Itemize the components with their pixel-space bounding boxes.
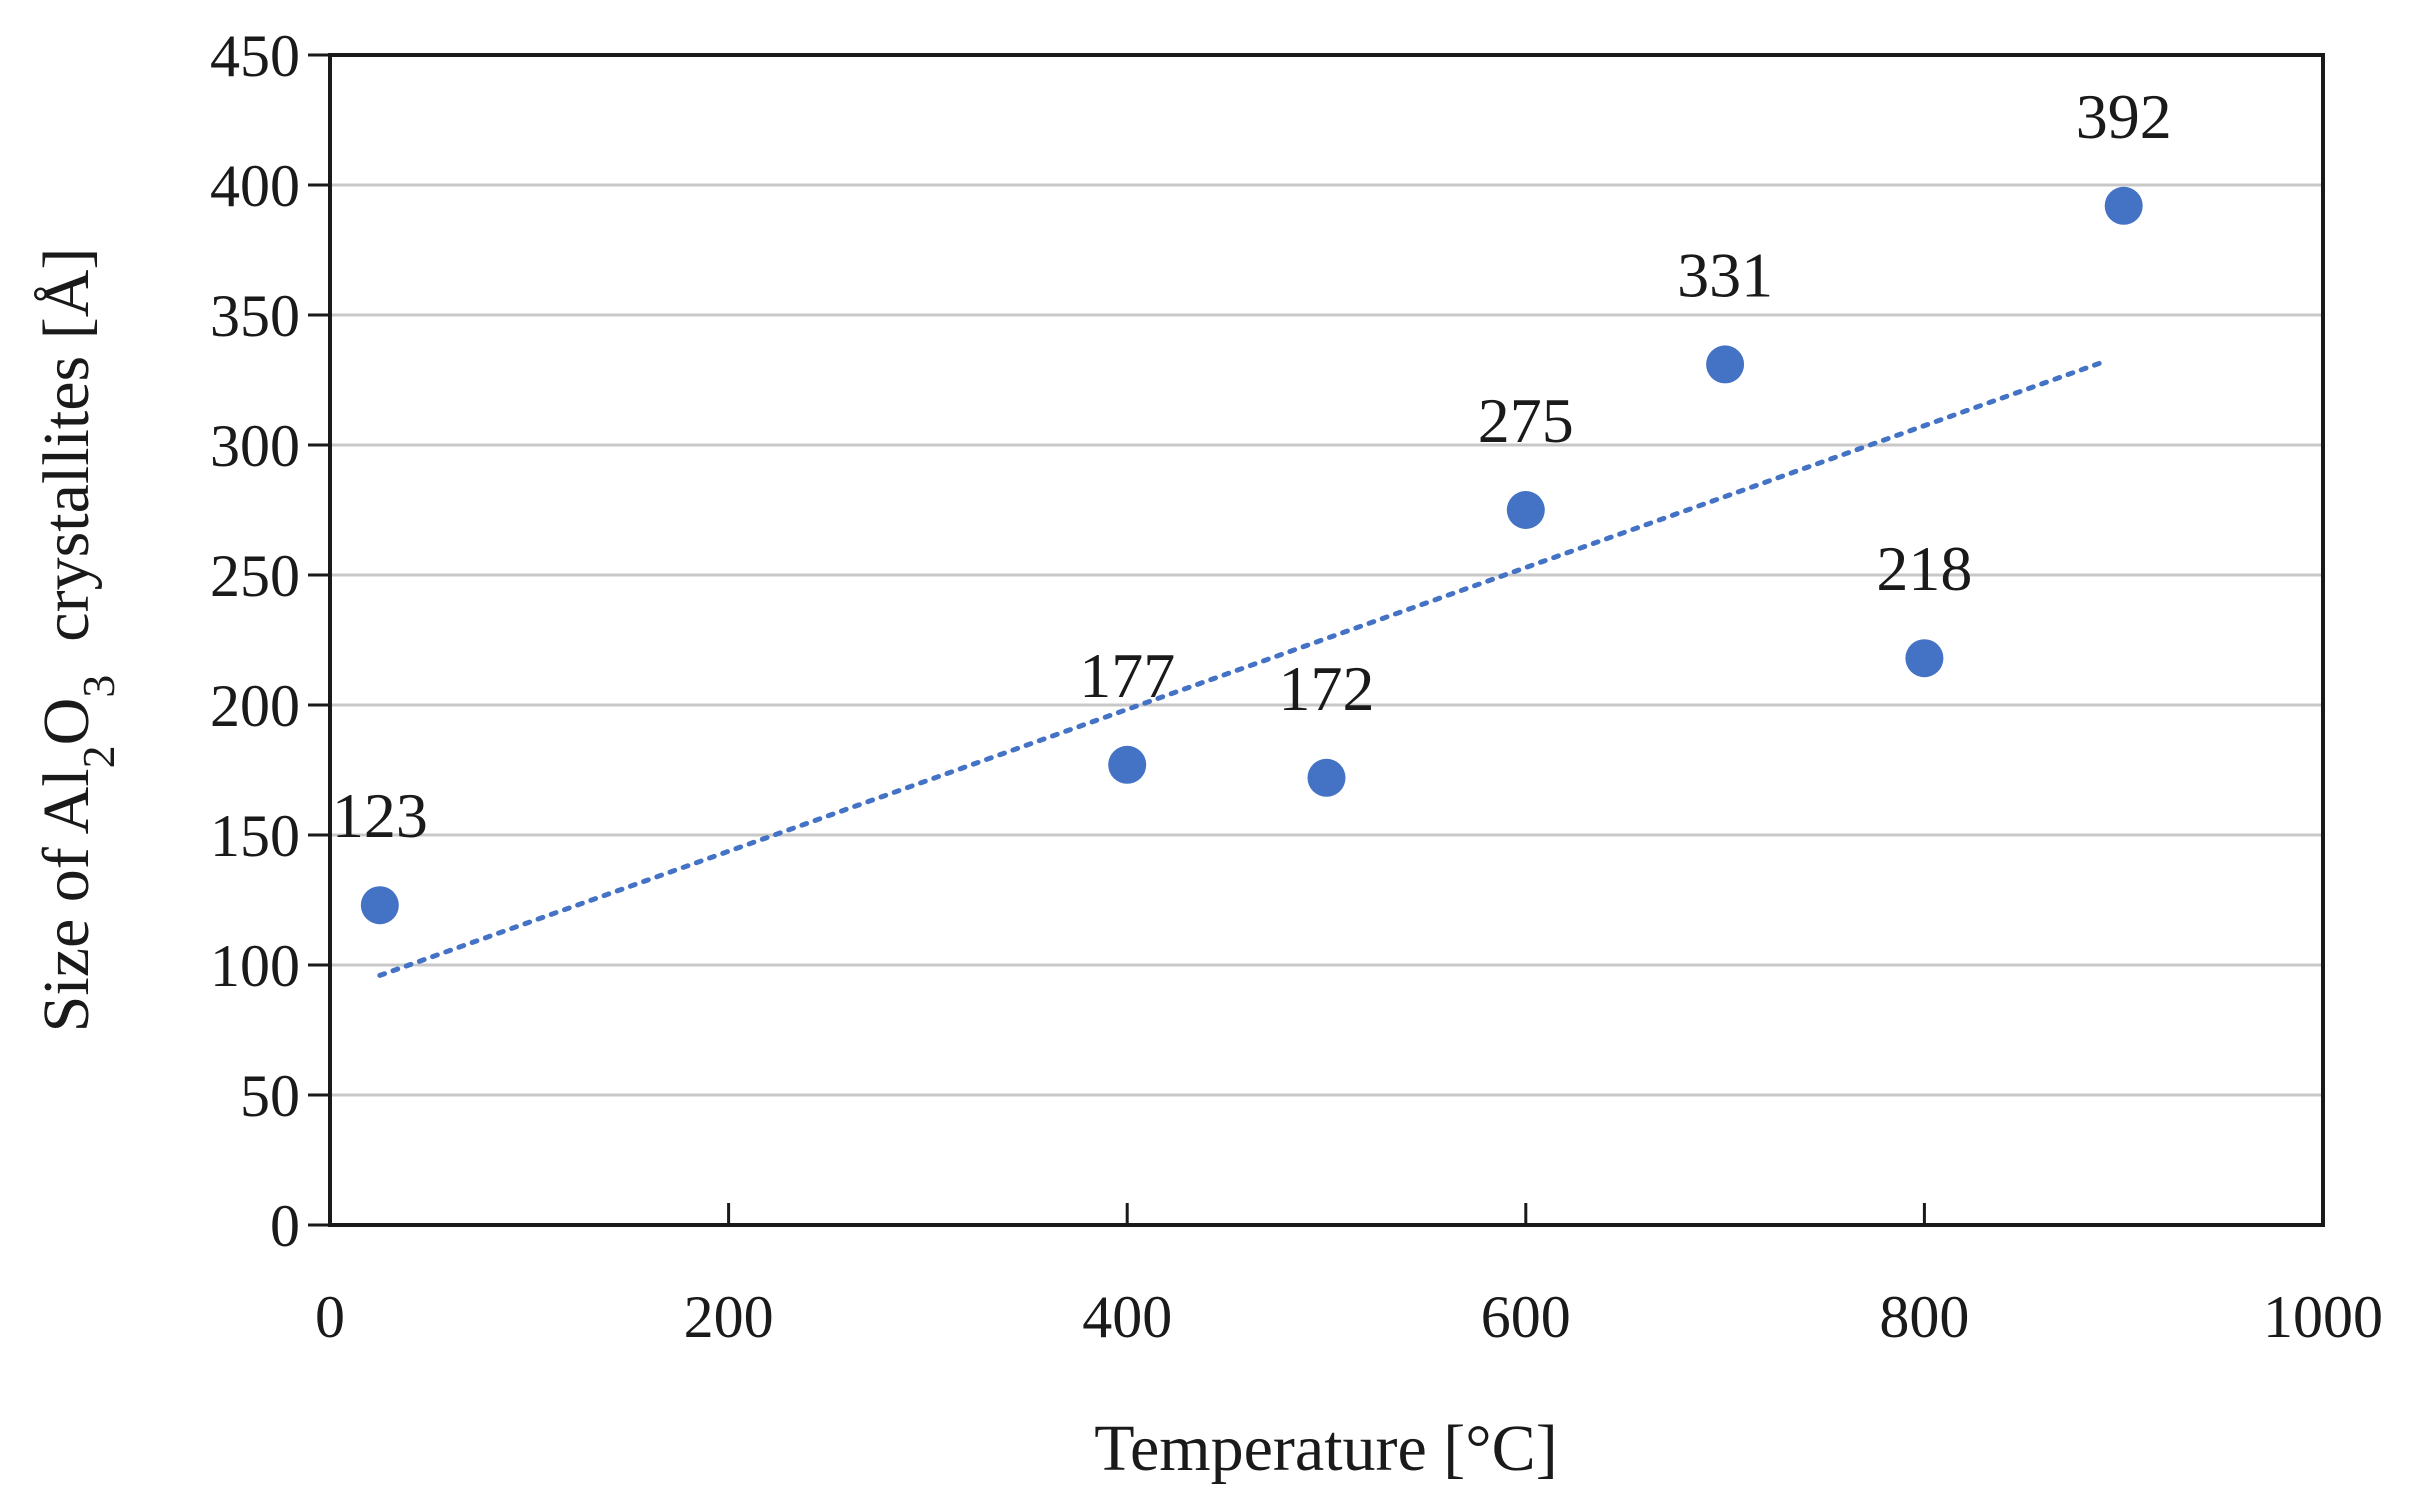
data-point-392 <box>2104 186 2143 225</box>
y-tick-label-150: 150 <box>210 803 300 869</box>
data-label-123: 123 <box>332 780 428 851</box>
y-tick-label-300: 300 <box>210 413 300 479</box>
y-tick-label-350: 350 <box>210 283 300 349</box>
x-tick-label-400: 400 <box>1082 1284 1172 1350</box>
y-title-sub1: 2 <box>73 745 124 768</box>
data-points <box>360 186 2143 925</box>
data-label-331: 331 <box>1677 239 1773 310</box>
gridlines <box>330 183 2323 1097</box>
x-tick-label-200: 200 <box>684 1284 774 1350</box>
y-tick-label-50: 50 <box>240 1063 300 1129</box>
plot-area-frame <box>328 53 2325 1227</box>
y-title-sub2: 3 <box>73 675 124 698</box>
data-label-275: 275 <box>1478 385 1574 456</box>
y-tick-label-200: 200 <box>210 673 300 739</box>
y-tick-label-400: 400 <box>210 153 300 219</box>
x-tick-label-0: 0 <box>315 1284 345 1350</box>
y-title-mid: O <box>30 698 103 746</box>
data-label-177: 177 <box>1079 640 1175 711</box>
y-tick-label-450: 450 <box>210 23 300 89</box>
data-point-275 <box>1506 491 1545 529</box>
y-axis-ticks: 0 50 100 150 200 250 300 350 400 450 <box>210 23 330 1259</box>
data-labels: 123 177 172 275 331 218 392 <box>332 81 2172 851</box>
data-point-331 <box>1706 345 1745 384</box>
data-label-218: 218 <box>1876 533 1972 604</box>
data-label-392: 392 <box>2076 81 2172 152</box>
x-axis-title: Temperature [°C] <box>1094 1412 1557 1485</box>
x-tick-label-800: 800 <box>1879 1284 1969 1350</box>
data-label-172: 172 <box>1279 653 1375 724</box>
x-tick-label-600: 600 <box>1481 1284 1571 1350</box>
x-tick-label-1000: 1000 <box>2263 1284 2383 1350</box>
y-axis-title: Size of Al2O3 crystallites [Å] <box>30 248 124 1033</box>
y-title-suffix: crystallites [Å] <box>30 248 103 675</box>
y-tick-label-250: 250 <box>210 543 300 609</box>
trendline <box>377 359 2107 978</box>
data-point-123 <box>360 886 399 925</box>
y-tick-label-100: 100 <box>210 933 300 999</box>
data-point-218 <box>1905 639 1944 678</box>
trendline-group <box>377 359 2107 978</box>
data-point-177 <box>1108 745 1147 784</box>
y-title-prefix: Size of Al <box>30 768 103 1032</box>
y-tick-label-0: 0 <box>270 1193 300 1259</box>
data-point-172 <box>1307 758 1346 797</box>
x-axis-ticks: 0 200 400 600 800 1000 <box>315 1203 2383 1350</box>
